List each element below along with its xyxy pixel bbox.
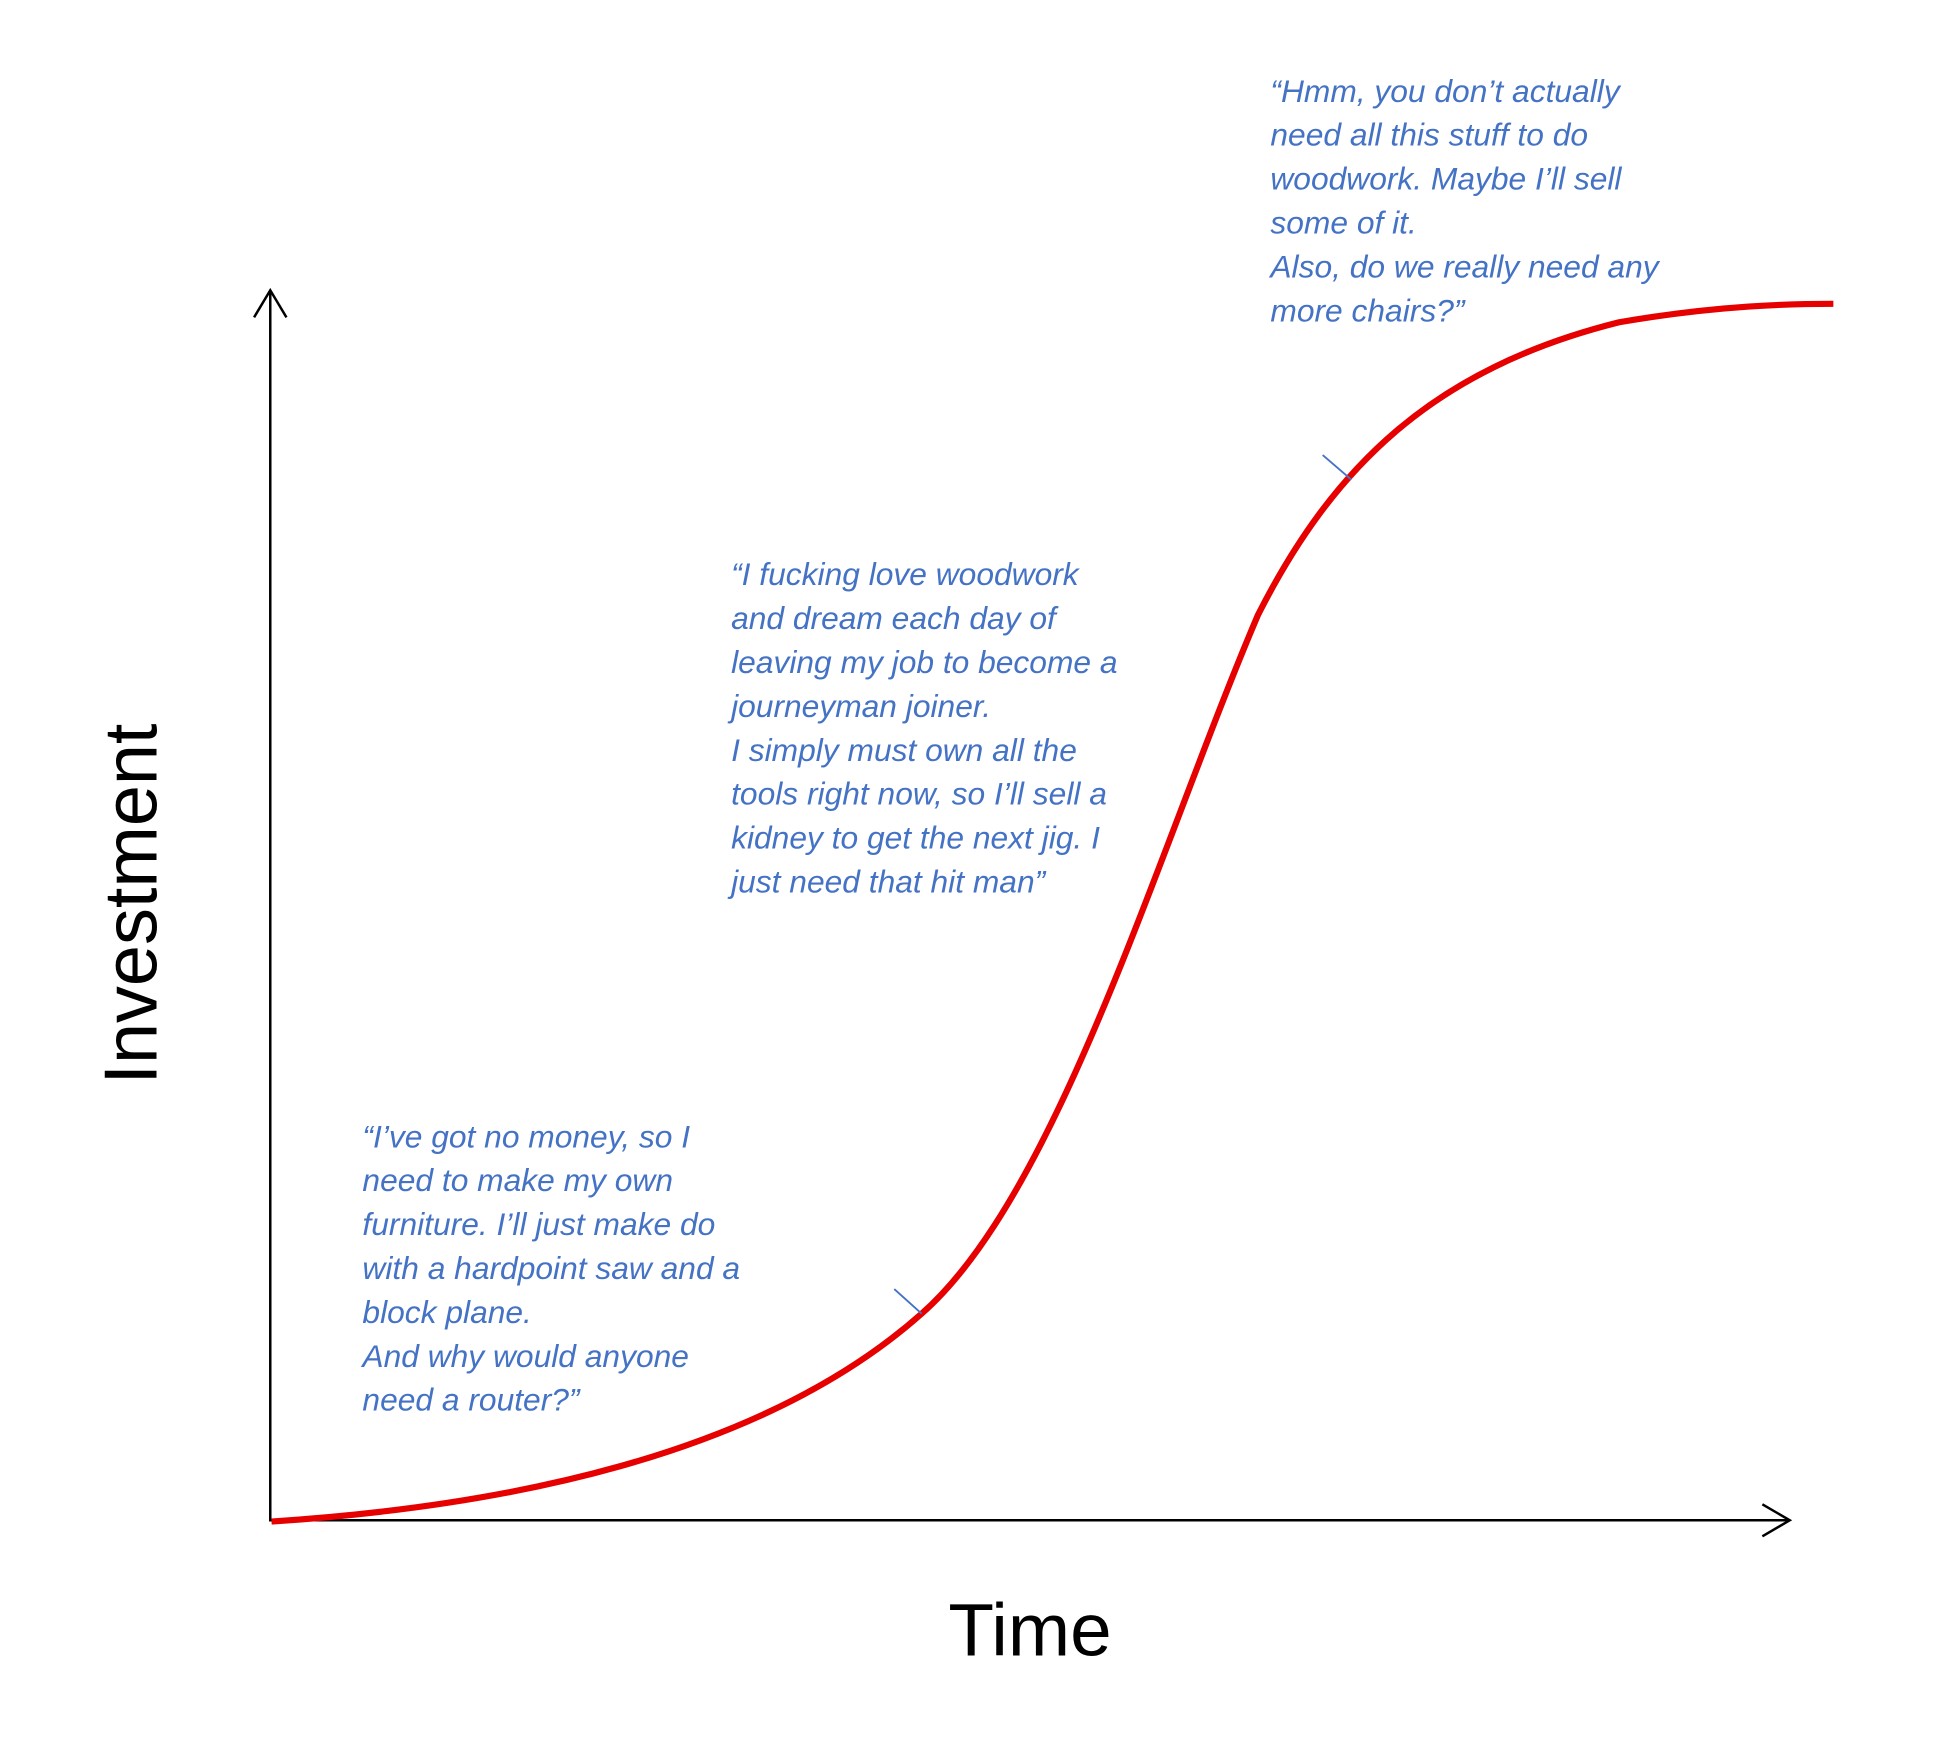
y-axis-arrow [253,287,288,318]
annotation-line: more chairs?” [1270,293,1466,329]
annotation-line: Also, do we really need any [1268,249,1660,285]
annotation-line: “I fucking love woodwork [731,556,1081,592]
annotation-line: I simply must own all the [731,732,1077,768]
annotation-line: “I’ve got no money, so I [362,1118,690,1154]
annotation-line: furniture. I’ll just make do [362,1206,715,1242]
curve [271,300,1834,1525]
annotation-line: need to make my own [362,1162,673,1198]
annotation-line: journeyman joiner. [727,688,991,724]
annotation-line: some of it. [1270,205,1416,241]
pointer [1322,454,1352,481]
annotation-line: and dream each day of [731,600,1059,636]
pointer [893,1288,923,1315]
x-axis-label: Time [948,1589,1111,1671]
annotation-line: just need that hit man” [727,864,1047,900]
annotation-line: kidney to get the next jig. I [731,820,1100,856]
annotation-line: need all this stuff to do [1270,117,1588,153]
annotation-line: with a hardpoint saw and a [362,1250,740,1286]
annotation-line: “Hmm, you don’t actually [1270,73,1622,109]
annotation-line: tools right now, so I’ll sell a [731,776,1107,812]
annotation-line: leaving my job to become a [731,644,1117,680]
annotation-line: woodwork. Maybe I’ll sell [1270,161,1622,197]
x-axis-arrow [1761,1503,1793,1538]
annotation-line: And why would anyone [360,1338,688,1374]
y-axis-label: Investment [89,723,173,1084]
annotation-line: block plane. [362,1294,531,1330]
annotation-line: need a router?” [362,1382,581,1418]
